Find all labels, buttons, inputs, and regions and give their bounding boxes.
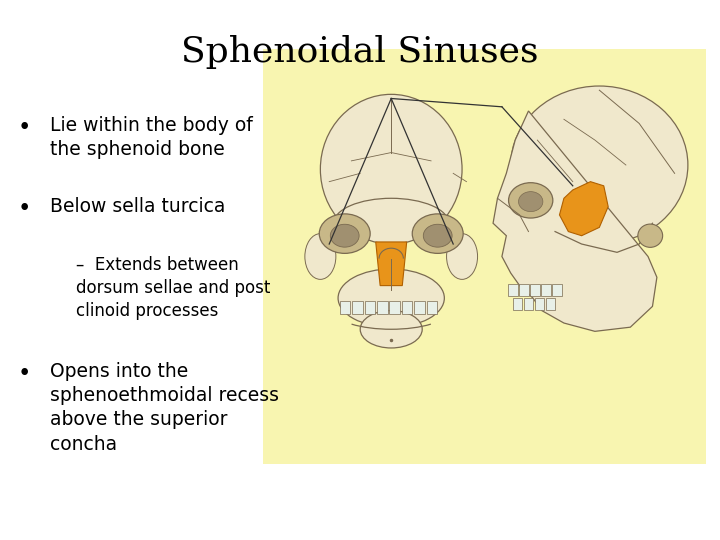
Polygon shape <box>493 111 657 332</box>
FancyBboxPatch shape <box>541 284 551 296</box>
Ellipse shape <box>423 224 452 247</box>
Ellipse shape <box>413 214 463 253</box>
FancyBboxPatch shape <box>340 301 351 314</box>
Ellipse shape <box>510 86 688 244</box>
Polygon shape <box>376 242 407 286</box>
FancyBboxPatch shape <box>552 284 562 296</box>
Text: Sphenoidal Sinuses: Sphenoidal Sinuses <box>181 35 539 69</box>
Text: Below sella turcica: Below sella turcica <box>50 197 226 216</box>
Polygon shape <box>559 181 608 235</box>
FancyBboxPatch shape <box>513 298 522 310</box>
Text: Opens into the
sphenoethmoidal recess
above the superior
concha: Opens into the sphenoethmoidal recess ab… <box>50 362 279 454</box>
FancyBboxPatch shape <box>546 298 556 310</box>
FancyBboxPatch shape <box>377 301 387 314</box>
FancyBboxPatch shape <box>519 284 529 296</box>
Ellipse shape <box>305 234 336 279</box>
Ellipse shape <box>508 183 553 218</box>
Text: •: • <box>18 362 32 385</box>
FancyBboxPatch shape <box>263 49 706 464</box>
Ellipse shape <box>320 94 462 244</box>
FancyBboxPatch shape <box>352 301 363 314</box>
Ellipse shape <box>338 269 444 327</box>
Text: –  Extends between
dorsum sellae and post
clinoid processes: – Extends between dorsum sellae and post… <box>76 256 270 320</box>
Ellipse shape <box>330 224 359 247</box>
FancyBboxPatch shape <box>508 284 518 296</box>
Ellipse shape <box>518 192 543 212</box>
FancyBboxPatch shape <box>535 298 544 310</box>
FancyBboxPatch shape <box>364 301 375 314</box>
FancyBboxPatch shape <box>427 301 437 314</box>
Circle shape <box>638 224 662 247</box>
Ellipse shape <box>319 214 370 253</box>
FancyBboxPatch shape <box>414 301 425 314</box>
Text: Lie within the body of
the sphenoid bone: Lie within the body of the sphenoid bone <box>50 116 253 159</box>
FancyBboxPatch shape <box>402 301 413 314</box>
FancyBboxPatch shape <box>523 298 534 310</box>
Text: •: • <box>18 197 32 220</box>
FancyBboxPatch shape <box>530 284 540 296</box>
FancyBboxPatch shape <box>390 301 400 314</box>
Ellipse shape <box>446 234 477 279</box>
Ellipse shape <box>360 310 422 348</box>
Text: •: • <box>18 116 32 139</box>
